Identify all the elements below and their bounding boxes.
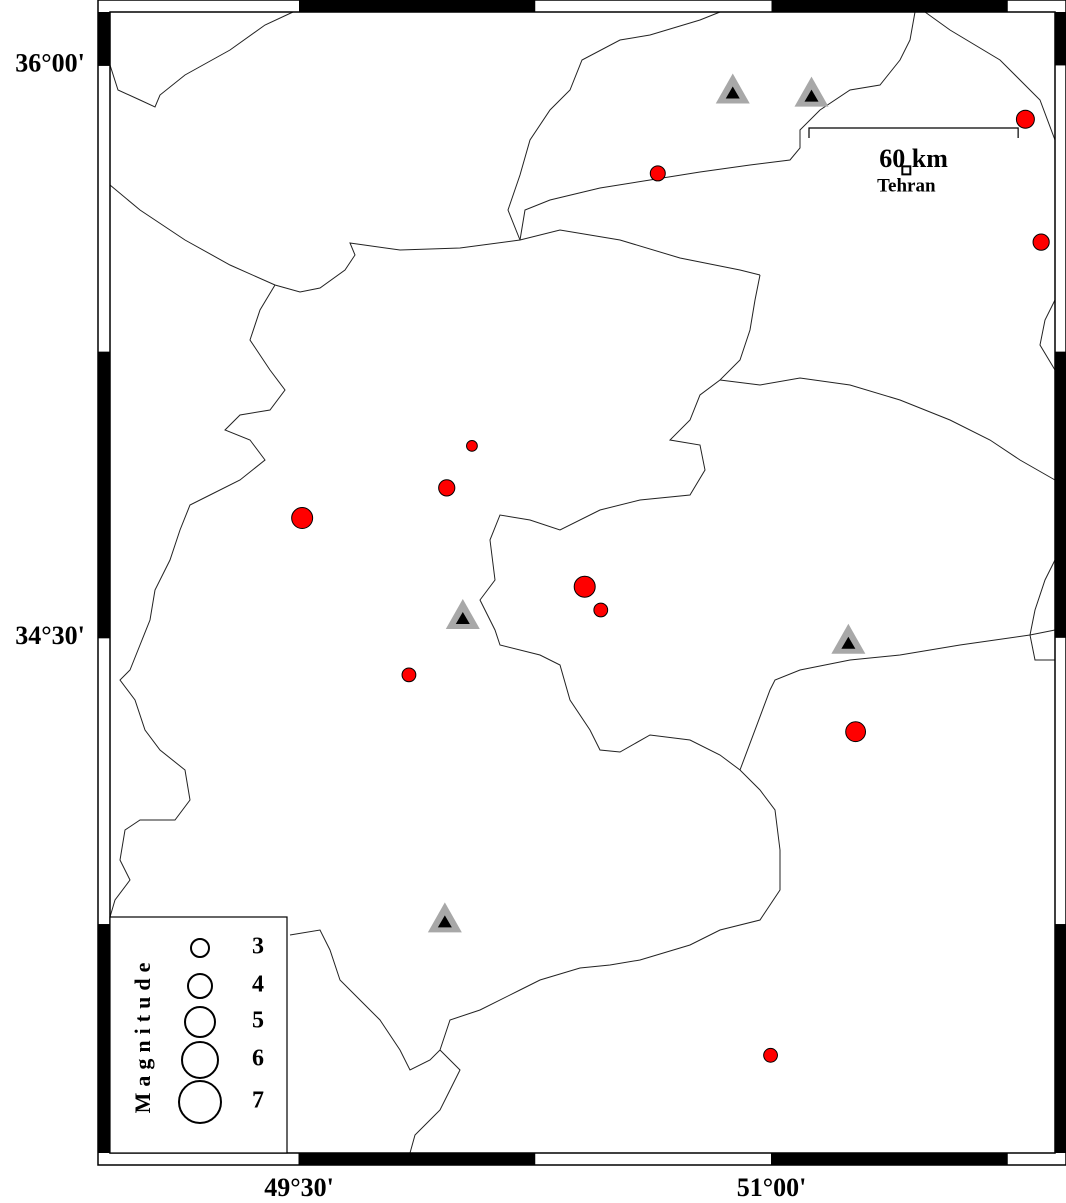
legend-label: 3 (252, 934, 264, 960)
legend-circle (181, 1041, 219, 1079)
station (427, 902, 462, 933)
legend-circle (178, 1080, 222, 1124)
earthquake (649, 165, 666, 182)
legend-label: 7 (252, 1088, 264, 1114)
frame-bar (98, 12, 110, 66)
earthquake (466, 439, 478, 452)
y-tick-label: 36°00' (15, 48, 85, 77)
station-marker (437, 915, 452, 928)
frame-bar (1055, 12, 1066, 66)
border (719, 377, 1056, 481)
border (109, 184, 761, 293)
station (715, 73, 750, 104)
frame-bar (299, 1153, 536, 1165)
scale-bar (808, 127, 1019, 138)
legend-title: Magnitude (130, 957, 155, 1114)
station (831, 623, 866, 654)
border (1029, 559, 1056, 661)
frame-bar (771, 0, 1008, 12)
marks: Tehran 60 km (291, 73, 1050, 1063)
legend-circle (190, 938, 210, 958)
border (1039, 299, 1056, 371)
border (409, 1049, 461, 1154)
earthquake (763, 1047, 778, 1063)
earthquake (401, 667, 417, 683)
map-frame: 49°30' 51°00' 34°30' 36°00' (15, 0, 1066, 1202)
frame-bar (1055, 924, 1066, 1153)
x-tick-label: 51°00' (737, 1173, 807, 1202)
border (109, 11, 294, 108)
station (445, 598, 480, 629)
station-marker (841, 636, 856, 649)
frame-bar (98, 351, 110, 638)
legend-circle (187, 973, 213, 999)
station-marker (804, 89, 819, 102)
border (507, 11, 721, 241)
frame-bar (1055, 351, 1066, 638)
station (794, 76, 829, 107)
station-marker (725, 86, 740, 99)
y-tick-label: 34°30' (15, 621, 85, 650)
earthquake (845, 721, 867, 743)
station-marker (455, 611, 470, 624)
earthquake (1032, 233, 1050, 251)
legend-label: 4 (252, 972, 264, 998)
city-marker (901, 165, 912, 176)
earthquake (1015, 109, 1035, 129)
province-borders (109, 11, 1056, 1154)
frame-bar (299, 0, 536, 12)
earthquake (593, 602, 609, 618)
border (924, 11, 1056, 141)
earthquake (438, 479, 456, 497)
border (519, 11, 916, 241)
frame-bar (771, 1153, 1008, 1165)
city-label: Tehran (877, 176, 936, 197)
x-tick-label: 49°30' (264, 1173, 334, 1202)
earthquake (573, 575, 596, 598)
legend-label: 5 (252, 1008, 264, 1034)
scale-label: 60 km (879, 144, 948, 173)
frame-bar (98, 924, 110, 1153)
earthquake (291, 507, 314, 530)
border (109, 284, 286, 918)
legend: Magnitude 3 4 5 6 7 (109, 916, 288, 1154)
border (739, 629, 1056, 771)
legend-label: 6 (252, 1046, 264, 1072)
legend-circle (184, 1006, 216, 1038)
